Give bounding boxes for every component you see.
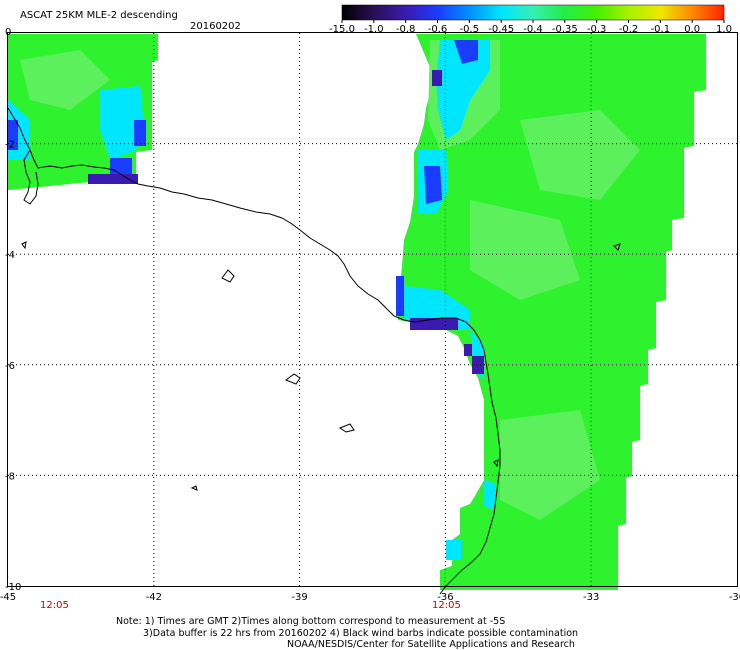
coastline bbox=[7, 107, 621, 595]
colorbar-label: -0.45 bbox=[488, 24, 514, 35]
swath-patch-21 bbox=[432, 70, 442, 86]
swath-patch-1 bbox=[520, 110, 640, 200]
coastline-gulf bbox=[23, 149, 39, 205]
y-tick-label: -10 bbox=[5, 582, 21, 593]
swath-patch-3 bbox=[500, 410, 600, 520]
x-tick-label: -39 bbox=[291, 592, 307, 603]
swath-data-layer bbox=[8, 34, 706, 590]
y-tick-label: -4 bbox=[5, 250, 15, 261]
colorbar-label: -0.8 bbox=[396, 24, 416, 35]
colorbar-label: -0.4 bbox=[523, 24, 543, 35]
island-5 bbox=[21, 241, 27, 250]
island-6 bbox=[493, 459, 499, 468]
colorbar: -15.0 -1.0 -0.8 -0.6 -0.5 -0.45 -0.4 -0.35 -0.3 -… bbox=[329, 4, 732, 35]
swath-patch-11 bbox=[446, 540, 462, 560]
swath-patch-16 bbox=[134, 120, 146, 146]
y-tick-label: 0 bbox=[5, 27, 11, 38]
x-tick-label: -30 bbox=[729, 592, 740, 603]
x-tick-label: -33 bbox=[583, 592, 599, 603]
swath-right bbox=[396, 34, 706, 590]
colorbar-label: -0.5 bbox=[460, 24, 480, 35]
axis-labels: -45 -42 -39 -36 -33 -30 0 -2 -4 -6 -8 -10 bbox=[0, 27, 740, 603]
swath-patch-20 bbox=[88, 174, 138, 184]
product-title: ASCAT 25KM MLE-2 descending bbox=[20, 10, 178, 21]
colorbar-label: -0.6 bbox=[428, 24, 448, 35]
colorbar-label: 0.0 bbox=[684, 24, 700, 35]
swath-patch-7 bbox=[100, 86, 144, 160]
coastline-main bbox=[7, 107, 501, 595]
swath-patch-14 bbox=[424, 166, 442, 204]
date-label: 20160202 bbox=[190, 21, 241, 32]
note-line-3: NOAA/NESDIS/Center for Satellite Applica… bbox=[287, 639, 575, 650]
lat-lon-grid bbox=[8, 33, 737, 586]
swath-patch-13 bbox=[454, 40, 478, 64]
x-tick-label: -42 bbox=[146, 592, 162, 603]
island-1 bbox=[221, 269, 235, 283]
swath-patch-19 bbox=[410, 318, 458, 330]
swath-patch-17 bbox=[8, 120, 18, 150]
colorbar-label: -0.1 bbox=[651, 24, 671, 35]
swath-patch-15 bbox=[396, 276, 404, 316]
swath-patch-5 bbox=[436, 40, 490, 140]
swath-patch-18 bbox=[110, 158, 132, 176]
island-3 bbox=[338, 423, 355, 433]
swath-patch-2 bbox=[470, 200, 580, 300]
time-label-right: 12:05 bbox=[432, 600, 461, 611]
swath-patch-10 bbox=[484, 480, 496, 510]
x-tick-label: -45 bbox=[0, 592, 16, 603]
note-line-1: Note: 1) Times are GMT 2)Times along bot… bbox=[116, 616, 505, 627]
swath-patch-23 bbox=[464, 344, 472, 356]
time-label-left: 12:05 bbox=[40, 600, 69, 611]
colorbar-ramp bbox=[341, 4, 725, 21]
island-7 bbox=[613, 243, 621, 251]
island-2 bbox=[284, 373, 301, 385]
colorbar-label: -0.35 bbox=[552, 24, 578, 35]
swath-patch-4 bbox=[20, 50, 110, 110]
note-line-2: 3)Data buffer is 22 hrs from 20160202 4)… bbox=[143, 628, 578, 639]
colorbar-label: -15.0 bbox=[329, 24, 355, 35]
map-frame bbox=[7, 32, 738, 587]
island-4 bbox=[190, 485, 198, 491]
colorbar-label: -0.3 bbox=[587, 24, 607, 35]
y-tick-label: -6 bbox=[5, 361, 15, 372]
x-tick-label: -36 bbox=[437, 592, 453, 603]
swath-patch-22 bbox=[472, 356, 484, 374]
y-tick-label: -2 bbox=[5, 140, 15, 151]
colorbar-label: 1.0 bbox=[716, 24, 732, 35]
colorbar-label: -1.0 bbox=[364, 24, 384, 35]
y-tick-label: -8 bbox=[5, 471, 15, 482]
colorbar-label: -0.2 bbox=[619, 24, 639, 35]
